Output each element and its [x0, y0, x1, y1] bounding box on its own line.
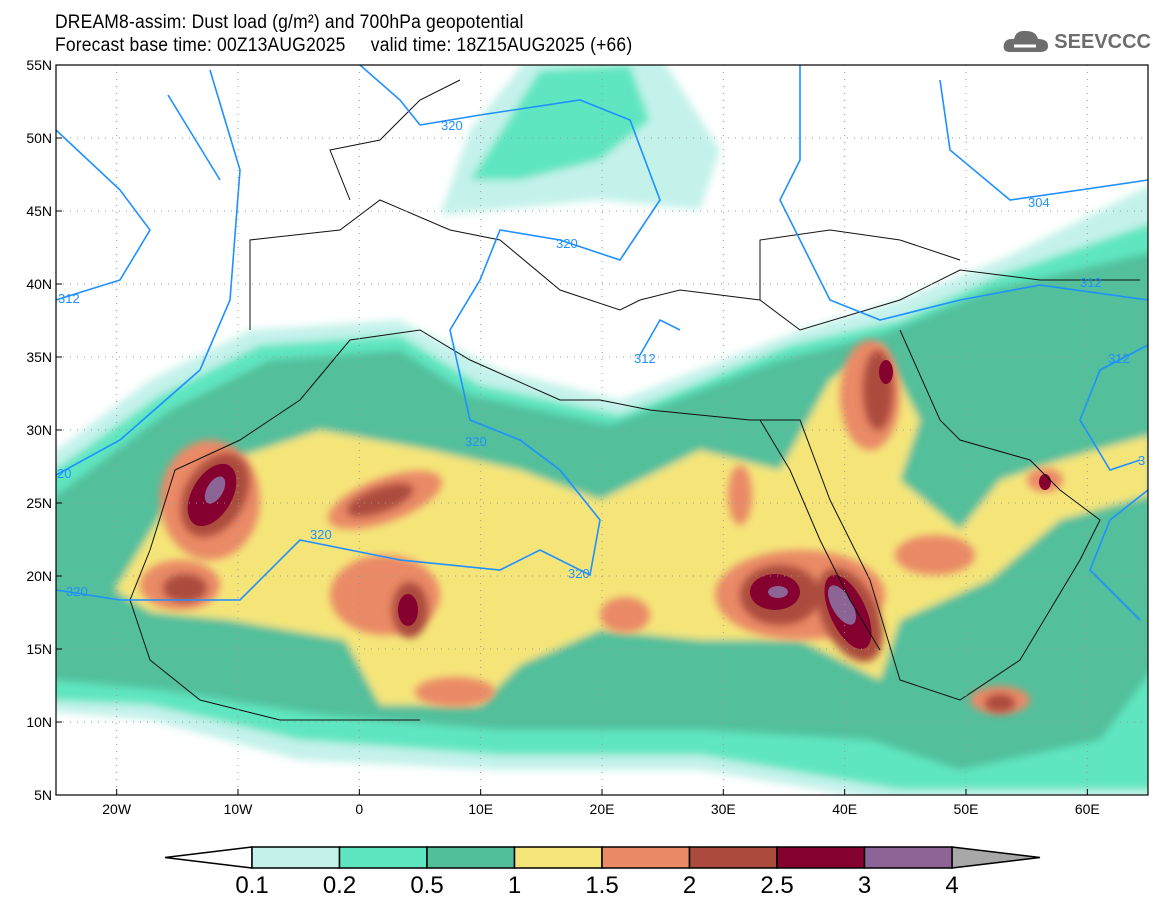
contour-label: 320: [568, 566, 590, 581]
contour-label: 320: [556, 236, 578, 251]
contour-label: 320: [310, 527, 332, 542]
colorbar-label: 3: [858, 872, 871, 899]
colorbar-label: 0.2: [323, 872, 356, 899]
map-title: DREAM8-assim: Dust load (g/m²) and 700hP…: [55, 12, 524, 33]
colorbar-label: 0.5: [410, 872, 443, 899]
lat-tick-label: 35N: [26, 349, 52, 365]
colorbar-swatch: [251, 846, 341, 869]
contour-label: 312: [1108, 351, 1130, 366]
cloud-icon: [1003, 30, 1049, 52]
lat-tick-label: 10N: [26, 714, 52, 730]
lon-tick-label: 10W: [224, 801, 254, 817]
colorbar-swatch: [513, 846, 603, 869]
lat-tick-label: 20N: [26, 568, 52, 584]
forecast-base-time: Forecast base time: 00Z13AUG2025: [55, 35, 346, 56]
colorbar-label: 1: [508, 872, 521, 899]
map-subtitle: Forecast base time: 00Z13AUG2025 valid t…: [55, 35, 632, 57]
colorbar-swatch: [688, 846, 778, 869]
contour-label: 312: [58, 291, 80, 306]
contour-label: 304: [1028, 195, 1050, 210]
colorbar-swatch: [601, 846, 691, 869]
contour-label: 312: [634, 351, 656, 366]
lon-tick-label: 20W: [102, 801, 132, 817]
dust-field: 320 320 320 320 320 320 312 312 312 312 …: [56, 65, 1148, 795]
contour-label: 312: [1080, 275, 1102, 290]
lat-tick-label: 25N: [26, 495, 52, 511]
axes: 20W 10W 0 10E 20E 30E 40E 50E 60E 55N 50N 45N 40N 35N…: [26, 57, 1099, 817]
logo-text: SEEVCCC: [1054, 30, 1151, 53]
lon-tick-label: 0: [355, 801, 363, 817]
lon-tick-label: 50E: [954, 801, 979, 817]
colorbar: 0.1 0.2 0.5 1 1.5 2 2.5 3 4: [164, 846, 1041, 899]
colorbar-swatch: [338, 846, 428, 869]
lat-tick-label: 30N: [26, 422, 52, 438]
lon-tick-label: 30E: [711, 801, 736, 817]
gridlines: [56, 65, 1148, 795]
contour-label: 320: [465, 434, 487, 449]
colorbar-label: 1.5: [585, 872, 618, 899]
lon-tick-label: 20E: [590, 801, 615, 817]
lat-tick-label: 55N: [26, 57, 52, 73]
colorbar-label: 4: [945, 872, 958, 899]
contour-label: 3: [1138, 453, 1145, 468]
lon-tick-label: 40E: [832, 801, 857, 817]
lat-tick-label: 5N: [34, 787, 52, 803]
seevccc-logo: SEEVCCC: [1002, 28, 1151, 56]
geopotential-contours: [56, 65, 1148, 621]
valid-time: valid time: 18Z15AUG2025 (+66): [370, 35, 633, 56]
colorbar-swatch: [426, 846, 516, 869]
colorbar-under-arrow: [164, 846, 253, 869]
contour-labels: 320 320 320 320 320 320 312 312 312 312 …: [57, 118, 1145, 599]
lat-tick-label: 45N: [26, 203, 52, 219]
lat-tick-label: 40N: [26, 276, 52, 292]
colorbar-label: 2: [683, 872, 696, 899]
contour-label: 20: [57, 466, 71, 481]
colorbar-label: 2.5: [760, 872, 793, 899]
lon-tick-label: 60E: [1075, 801, 1100, 817]
contour-label: 320: [441, 118, 463, 133]
lat-tick-label: 50N: [26, 130, 52, 146]
colorbar-over-arrow: [951, 846, 1041, 869]
colorbar-swatch: [863, 846, 953, 869]
contour-label: 320: [66, 584, 88, 599]
lon-tick-label: 10E: [468, 801, 493, 817]
colorbar-label: 0.1: [235, 872, 268, 899]
colorbar-swatch: [776, 846, 866, 869]
lat-tick-label: 15N: [26, 641, 52, 657]
dust-level-3-areas: [204, 476, 856, 625]
coastlines: [129, 79, 1140, 721]
